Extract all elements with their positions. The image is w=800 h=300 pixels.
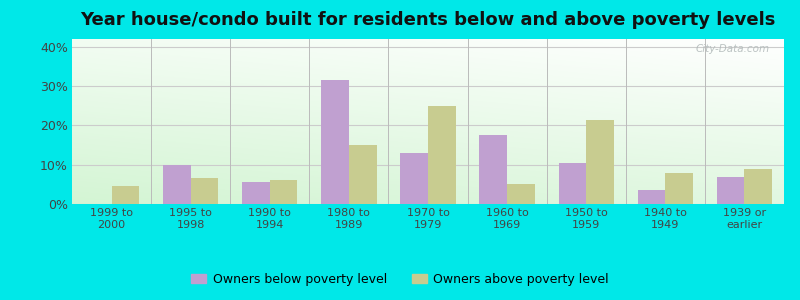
Bar	[242, 182, 270, 204]
Bar	[270, 180, 298, 204]
Bar	[717, 176, 745, 204]
Bar	[190, 178, 218, 204]
Bar	[507, 184, 534, 204]
Bar	[349, 145, 377, 204]
Text: City-Data.com: City-Data.com	[696, 44, 770, 54]
Bar	[558, 163, 586, 204]
Bar	[400, 153, 428, 204]
Bar	[479, 135, 507, 204]
Bar	[638, 190, 666, 204]
Bar	[321, 80, 349, 204]
Bar	[428, 106, 456, 204]
Legend: Owners below poverty level, Owners above poverty level: Owners below poverty level, Owners above…	[186, 268, 614, 291]
Title: Year house/condo built for residents below and above poverty levels: Year house/condo built for residents bel…	[80, 11, 776, 29]
Bar	[586, 119, 614, 204]
Bar	[163, 165, 190, 204]
Bar	[111, 186, 139, 204]
Bar	[745, 169, 772, 204]
Bar	[666, 172, 693, 204]
